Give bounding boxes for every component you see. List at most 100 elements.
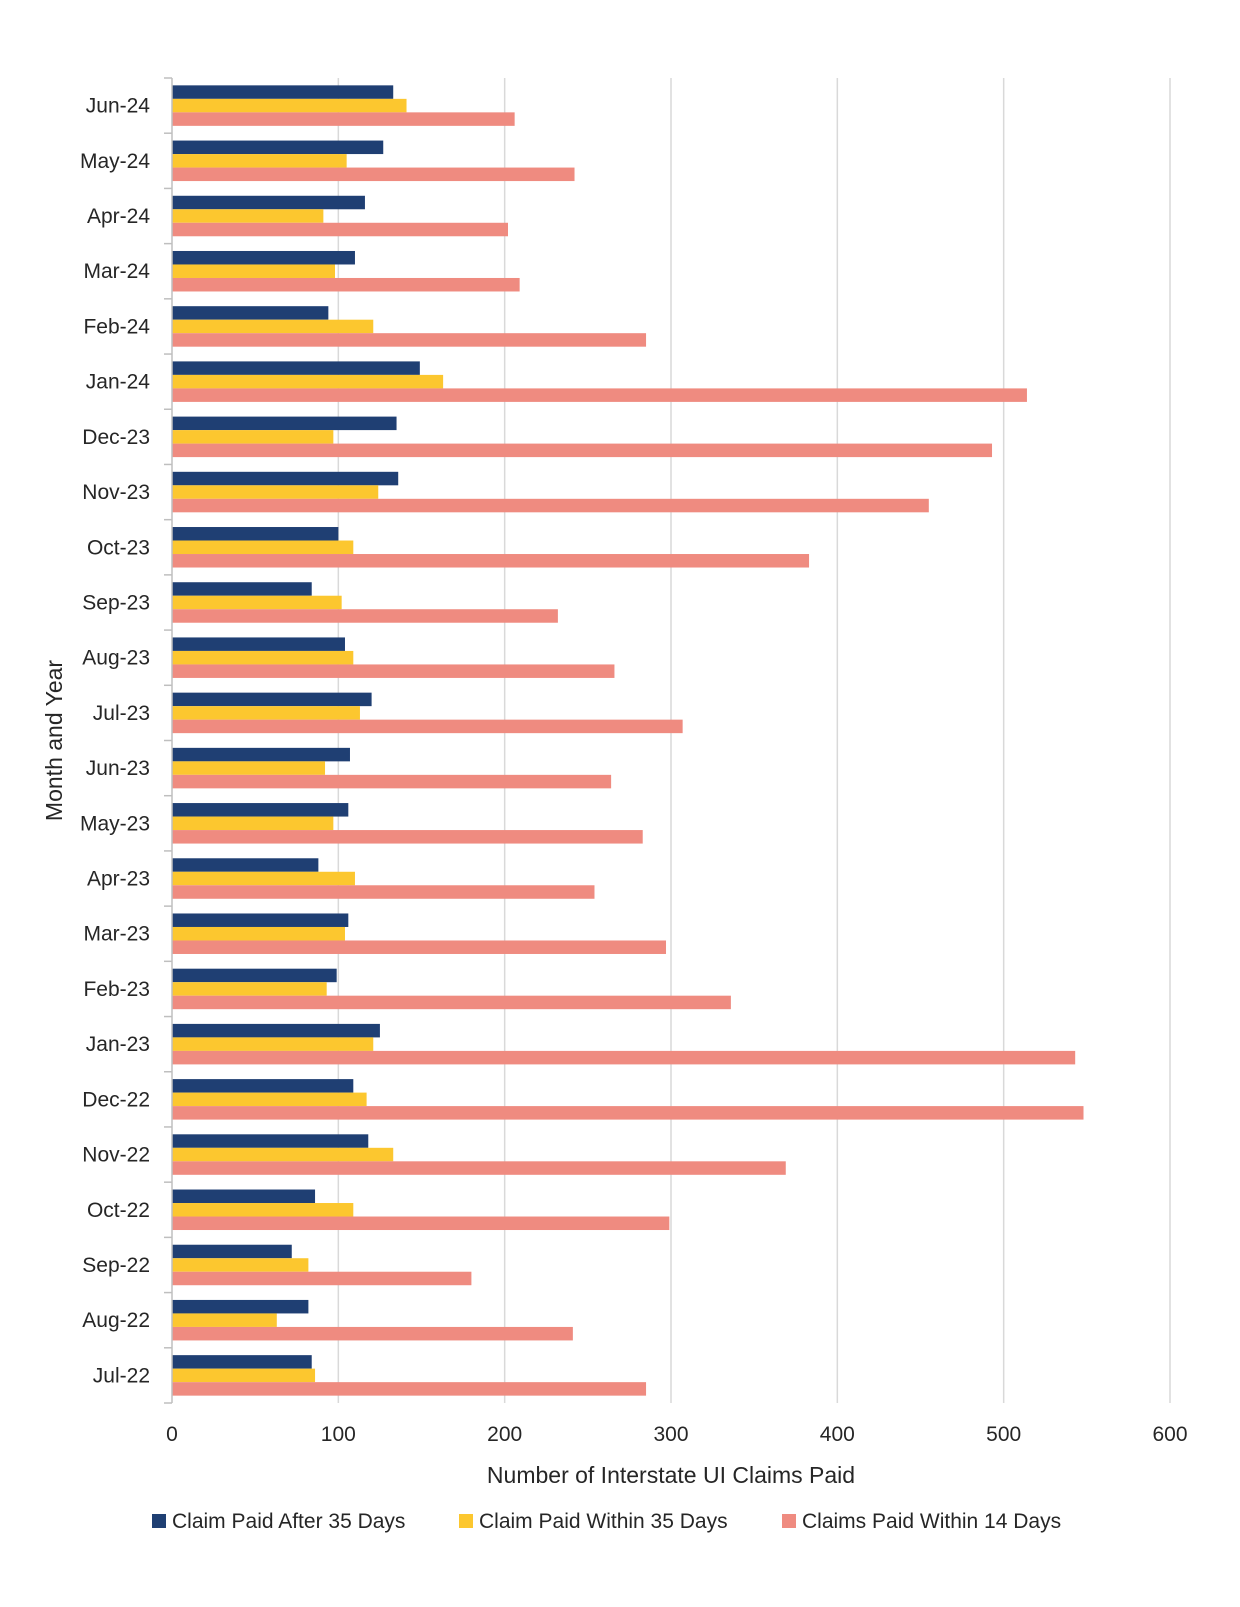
- bar-after-35-days: [172, 858, 319, 872]
- y-tick-labels: Jun-24 May-24 Apr-24 Mar-24 Feb-24 Jan-24 Dec-…: [80, 77, 172, 1404]
- bar-within-14-days: [172, 277, 520, 292]
- bar-after-35-days: [172, 1299, 309, 1314]
- x-tick-label: 300: [653, 1423, 688, 1446]
- bar-within-35-days: [172, 485, 379, 499]
- y-tick-label: May-24: [80, 150, 150, 173]
- bar-within-35-days: [172, 540, 354, 555]
- bar-after-35-days: [172, 306, 329, 320]
- legend-swatch: [782, 1514, 796, 1528]
- y-tick-label: Jun-24: [86, 95, 151, 118]
- gridlines: [337, 78, 1171, 1403]
- y-tick-label: Feb-24: [83, 315, 150, 338]
- y-tick-label: Oct-23: [87, 536, 150, 559]
- x-tick-label: 200: [487, 1423, 522, 1446]
- bar-within-14-days: [172, 719, 683, 734]
- y-tick-label: Apr-23: [87, 868, 150, 891]
- bar-within-35-days: [172, 761, 326, 775]
- bar-within-14-days: [172, 498, 929, 513]
- bar-within-14-days: [172, 1050, 1076, 1065]
- bar-after-35-days: [172, 140, 384, 155]
- bar-within-35-days: [172, 706, 360, 720]
- bar-within-35-days: [172, 319, 374, 334]
- bar-within-14-days: [172, 609, 558, 623]
- y-tick-label: Aug-23: [82, 647, 150, 670]
- y-tick-label: Nov-22: [82, 1144, 150, 1167]
- bar-within-14-days: [172, 1161, 786, 1175]
- x-tick-label: 400: [820, 1423, 855, 1446]
- y-tick-label: Apr-24: [87, 205, 150, 228]
- y-tick-label: Feb-23: [83, 978, 150, 1001]
- bar-within-14-days: [172, 1271, 472, 1286]
- y-tick-label: Dec-22: [82, 1088, 150, 1111]
- bar-within-14-days: [172, 664, 615, 678]
- bar-within-35-days: [172, 650, 354, 665]
- bar-after-35-days: [172, 803, 349, 817]
- bar-within-14-days: [172, 995, 731, 1010]
- x-axis-title: Number of Interstate UI Claims Paid: [487, 1462, 855, 1488]
- bar-within-35-days: [172, 1258, 309, 1272]
- bar-within-35-days: [172, 816, 334, 831]
- y-tick-label: Mar-24: [83, 260, 150, 283]
- bar-after-35-days: [172, 471, 399, 486]
- legend-swatch: [459, 1514, 473, 1528]
- bar-after-35-days: [172, 1244, 292, 1259]
- bar-after-35-days: [172, 637, 345, 651]
- y-tick-label: Sep-23: [82, 591, 150, 614]
- legend-swatch: [152, 1514, 166, 1528]
- bar-within-14-days: [172, 774, 612, 789]
- bar-within-14-days: [172, 885, 595, 899]
- bar-within-35-days: [172, 871, 355, 886]
- y-tick-label: Aug-22: [82, 1309, 150, 1332]
- bar-after-35-days: [172, 582, 312, 596]
- bar-after-35-days: [172, 416, 397, 431]
- y-tick-label: Jan-23: [86, 1033, 150, 1056]
- legend-label: Claim Paid Within 35 Days: [479, 1510, 728, 1533]
- bar-within-14-days: [172, 830, 643, 844]
- bar-within-35-days: [172, 1203, 354, 1217]
- bar-after-35-days: [172, 361, 420, 375]
- bar-after-35-days: [172, 1134, 369, 1148]
- x-tick-label: 500: [986, 1423, 1021, 1446]
- y-tick-label: Mar-23: [83, 923, 150, 946]
- bar-after-35-days: [172, 1079, 354, 1093]
- legend-label: Claim Paid After 35 Days: [172, 1510, 405, 1533]
- x-tick-label: 100: [321, 1423, 356, 1446]
- bar-after-35-days: [172, 692, 372, 707]
- bar-after-35-days: [172, 1355, 312, 1369]
- bars: [172, 85, 1084, 1396]
- bar-within-14-days: [172, 554, 810, 568]
- y-tick-label: May-23: [80, 812, 150, 835]
- legend: Claim Paid After 35 Days Claim Paid Withi…: [152, 1510, 1061, 1533]
- bar-within-14-days: [172, 940, 667, 954]
- bar-within-14-days: [172, 1382, 647, 1396]
- bar-within-14-days: [172, 1106, 1084, 1120]
- bar-after-35-days: [172, 85, 394, 99]
- bar-after-35-days: [172, 1189, 316, 1204]
- x-tick-label: 600: [1152, 1423, 1187, 1446]
- bar-within-14-days: [172, 167, 575, 182]
- bar-within-14-days: [172, 388, 1027, 402]
- y-tick-label: Jan-24: [86, 371, 151, 394]
- bar-within-14-days: [172, 112, 515, 126]
- bar-within-14-days: [172, 333, 647, 347]
- y-tick-label: Jul-22: [93, 1364, 150, 1387]
- bar-within-35-days: [172, 1147, 394, 1162]
- bar-within-35-days: [172, 264, 336, 278]
- bar-within-35-days: [172, 1368, 316, 1383]
- bar-within-35-days: [172, 1313, 277, 1327]
- x-tick-labels: 0 100 200 300 400 500 600: [166, 1423, 1187, 1446]
- bar-within-35-days: [172, 98, 407, 113]
- bar-after-35-days: [172, 250, 355, 265]
- bar-within-14-days: [172, 1216, 670, 1231]
- y-tick-label: Jun-23: [86, 757, 150, 780]
- bar-after-35-days: [172, 195, 365, 210]
- bar-within-35-days: [172, 595, 342, 610]
- y-tick-label: Nov-23: [82, 481, 150, 504]
- bar-after-35-days: [172, 1023, 380, 1038]
- bar-within-35-days: [172, 1092, 367, 1107]
- bar-after-35-days: [172, 968, 337, 983]
- bar-within-14-days: [172, 222, 508, 237]
- bar-after-35-days: [172, 527, 339, 541]
- bar-after-35-days: [172, 913, 349, 927]
